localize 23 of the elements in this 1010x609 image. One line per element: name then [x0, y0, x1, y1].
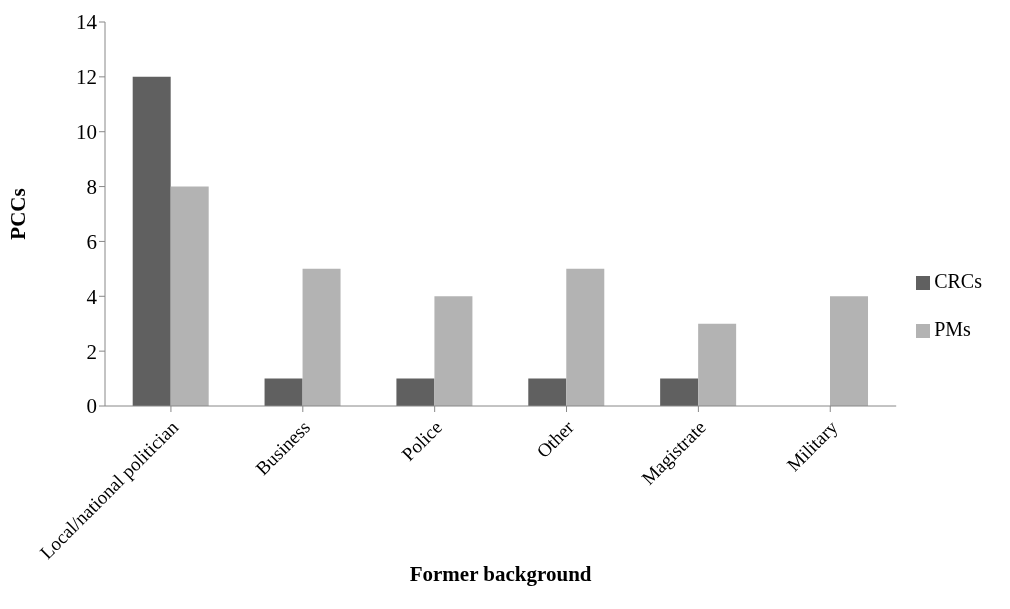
bar: [528, 378, 567, 406]
y-tick-label: 10: [76, 120, 97, 145]
bar: [302, 268, 341, 406]
bar: [170, 186, 209, 406]
legend-label: CRCs: [934, 269, 982, 292]
bar: [698, 323, 737, 406]
y-tick-label: 14: [76, 10, 98, 35]
bar: [434, 296, 473, 406]
bar: [264, 378, 303, 406]
bar: [660, 378, 699, 406]
y-tick-label: 0: [86, 394, 97, 419]
bar: [566, 268, 605, 406]
bar: [132, 76, 171, 406]
x-axis-title: Former background: [409, 562, 592, 586]
y-tick-label: 4: [86, 284, 98, 309]
y-tick-label: 2: [86, 339, 97, 364]
y-tick-label: 6: [86, 229, 97, 254]
bar: [830, 296, 869, 406]
y-tick-label: 8: [86, 175, 97, 200]
y-axis-title: PCCs: [6, 188, 31, 240]
y-tick-label: 12: [76, 65, 97, 90]
legend-label: PMs: [934, 317, 971, 340]
bar: [396, 378, 435, 406]
